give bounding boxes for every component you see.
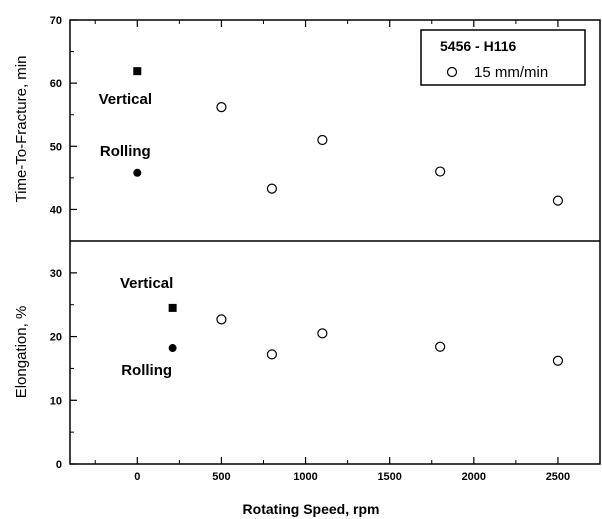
- bottom-open-circle-point: [552, 355, 564, 366]
- legend-open-circle-icon: [446, 66, 458, 78]
- plot-frame: [69, 19, 601, 465]
- top-filled-square-point: [133, 67, 142, 76]
- plot-area: 40 50 60 70 Vertical Rolling 0 10 20 30 Vertical Ro…: [50, 15, 601, 483]
- bottom-open-circle-point: [216, 314, 227, 325]
- x-tick-label: 2500: [546, 471, 570, 483]
- x-tick-label: 500: [212, 471, 230, 483]
- legend: 5456 - H116 15 mm/min: [420, 29, 586, 86]
- legend-entry-label: 15 mm/min: [474, 64, 548, 81]
- x-tick-label: 2000: [462, 471, 486, 483]
- bottom-y-tick-label: 20: [50, 332, 62, 344]
- bottom-open-circle-point: [435, 341, 446, 352]
- bottom-y-axis-label: Elongation, %: [13, 306, 30, 399]
- x-axis-label: Rotating Speed, rpm: [243, 501, 380, 517]
- top-open-circle-point: [552, 195, 564, 206]
- top-open-circle-point: [435, 166, 446, 177]
- x-tick-label: 1000: [293, 471, 317, 483]
- bottom-y-tick-label: 10: [50, 395, 62, 407]
- bottom-filled-circle-point: [168, 344, 177, 353]
- top-y-axis-label: Time-To-Fracture, min: [13, 56, 30, 203]
- legend-title: 5456 - H116: [440, 38, 516, 54]
- top-y-tick-label: 50: [50, 141, 62, 153]
- bottom-y-tick-label: 30: [50, 268, 62, 280]
- x-tick-label: 1500: [377, 471, 401, 483]
- bottom-annotation-rolling: Rolling: [121, 362, 172, 379]
- bottom-y-tick-label: 0: [56, 459, 62, 471]
- top-annotation-vertical: Vertical: [99, 91, 152, 108]
- top-annotation-rolling: Rolling: [100, 143, 151, 160]
- top-y-tick-label: 70: [50, 15, 62, 27]
- legend-box: [420, 29, 586, 86]
- bottom-open-circle-point: [317, 328, 328, 339]
- top-open-circle-point: [317, 134, 328, 146]
- bottom-open-circle-point: [266, 349, 278, 360]
- bottom-filled-square-point: [168, 303, 177, 312]
- top-y-tick-label: 40: [50, 204, 62, 216]
- top-open-circle-point: [216, 102, 227, 113]
- top-filled-circle-point: [133, 168, 142, 177]
- x-tick-label: 0: [134, 471, 140, 483]
- top-open-circle-point: [266, 183, 278, 194]
- bottom-annotation-vertical: Vertical: [120, 275, 173, 292]
- top-y-tick-label: 60: [50, 78, 62, 90]
